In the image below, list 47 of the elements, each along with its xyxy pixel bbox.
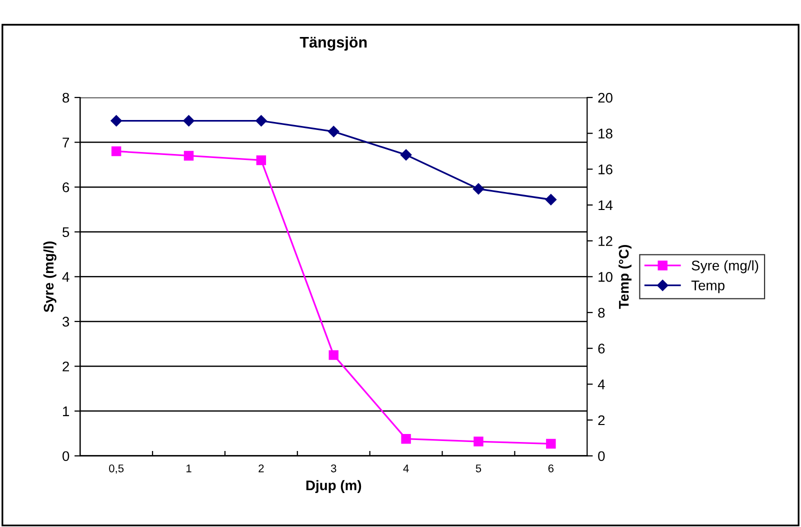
- point: [546, 438, 556, 449]
- y2-tick-label: 20: [598, 92, 612, 103]
- y2-tick-label: 8: [598, 308, 605, 318]
- point: [474, 436, 484, 446]
- y-tick-label: 0: [62, 451, 70, 462]
- point: [256, 155, 266, 166]
- y-tick-label: 2: [62, 362, 69, 372]
- y-tick-label: 5: [62, 227, 70, 238]
- y2-tick-label: 4: [598, 380, 605, 390]
- x-tick-label: 5: [476, 464, 482, 472]
- point: [472, 183, 484, 194]
- y2-tick-label: 14: [598, 200, 613, 210]
- point: [184, 150, 194, 161]
- y-tick-label: 8: [62, 92, 70, 103]
- y-tick-label: 4: [62, 272, 70, 282]
- y2-tick-label: 6: [598, 344, 605, 354]
- point: [110, 115, 122, 126]
- y2-tick-label: 12: [598, 236, 612, 246]
- y-tick-label: 7: [62, 138, 69, 148]
- x-tick-label: 3: [330, 464, 336, 472]
- legend-label: Temp: [691, 280, 724, 294]
- y-tick-label: 1: [63, 406, 70, 416]
- y-axis-title: Syre (mg/l): [43, 241, 56, 312]
- chart-title: Tängsjön: [300, 36, 367, 51]
- y-tick-label: 6: [62, 182, 70, 192]
- point: [545, 194, 557, 206]
- point: [328, 126, 340, 138]
- y-tick-label: 3: [62, 316, 70, 327]
- y2-tick-label: 0: [598, 451, 605, 462]
- point: [401, 434, 411, 444]
- x-tick-label: 6: [548, 464, 554, 472]
- point: [183, 115, 194, 126]
- x-tick-label: 0,5: [109, 464, 124, 474]
- x-tick-label: 4: [403, 464, 409, 472]
- legend-label: Syre (mg/l): [692, 260, 758, 274]
- x-tick-label: 1: [186, 464, 192, 472]
- y2-tick-label: 18: [598, 128, 612, 138]
- point: [111, 146, 122, 156]
- x-tick-label: 2: [258, 464, 264, 472]
- y2-tick-label: 2: [598, 415, 605, 426]
- point: [400, 149, 412, 160]
- x-axis-title: Djup (m): [306, 480, 362, 494]
- point: [328, 350, 338, 360]
- point: [256, 115, 267, 126]
- y2-tick-label: 10: [598, 272, 612, 282]
- y2-tick-label: 16: [598, 164, 612, 174]
- y2-axis-title: Temp (°C): [618, 245, 632, 309]
